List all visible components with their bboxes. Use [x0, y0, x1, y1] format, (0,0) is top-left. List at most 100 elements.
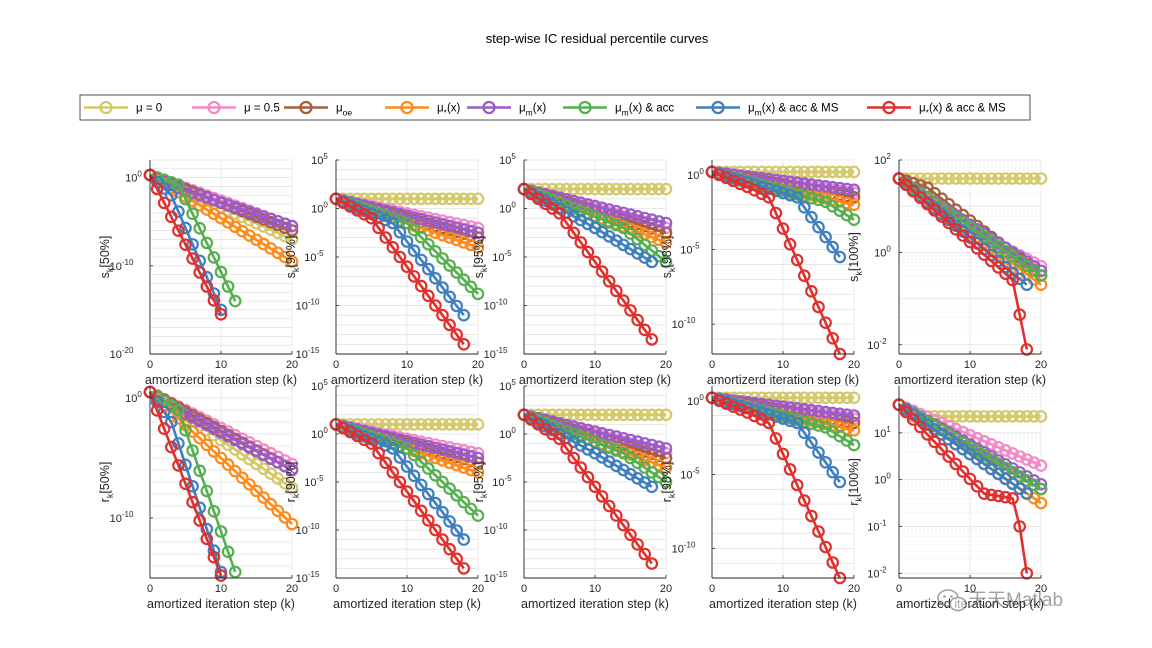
data-point: [567, 210, 580, 223]
data-point: [921, 197, 934, 211]
data-point: [797, 494, 811, 507]
data-point: [631, 408, 644, 422]
subplot-s-1: 0 10 20 105 100 10-5 10-10 10-15 sk[90%] amortize…: [284, 152, 485, 387]
y-tick-label: 100: [311, 426, 328, 441]
series-mustaraccms: [143, 385, 228, 582]
data-point: [464, 418, 478, 431]
data-point: [977, 248, 991, 261]
data-point: [645, 438, 659, 452]
data-point: [567, 226, 580, 240]
subplot-s-4: 0 10 20 102 100 10-2 sk[100%] amortizerd iterat…: [847, 152, 1048, 387]
legend: μ = 0 μ = 0.5 μoe μ*(x) μm(x) μm(x) & acc μm(x…: [79, 94, 1031, 121]
data-point: [906, 184, 920, 198]
data-point: [165, 210, 178, 224]
data-point: [840, 165, 854, 179]
data-point: [421, 514, 435, 527]
data-point: [645, 213, 659, 226]
data-point: [200, 236, 214, 250]
series-line: [523, 413, 653, 565]
data-point: [631, 538, 644, 551]
data-point: [228, 464, 242, 478]
series-line: [711, 396, 841, 483]
data-point: [797, 201, 811, 214]
series-line: [523, 413, 653, 488]
data-point: [1013, 450, 1026, 463]
x-axis-label: amortizerd iteration step (k): [894, 373, 1046, 387]
y-tick-label: 102: [874, 152, 891, 167]
data-point: [429, 468, 442, 482]
legend-label: μm(x) & acc & MS: [748, 103, 839, 118]
data-point: [393, 418, 407, 431]
data-point: [992, 172, 1005, 185]
data-point: [826, 180, 839, 194]
data-point: [414, 446, 428, 460]
data-point: [624, 208, 637, 221]
data-point: [805, 178, 818, 191]
data-point: [457, 223, 471, 236]
data-point: [1034, 410, 1048, 423]
data-point: [172, 437, 185, 450]
data-point: [193, 189, 206, 202]
data-point: [999, 410, 1012, 423]
data-point: [847, 198, 861, 212]
x-tick-label: 0: [709, 359, 715, 371]
data-point: [386, 192, 400, 206]
data-point: [805, 403, 818, 417]
data-point: [624, 528, 637, 542]
series-line: [523, 187, 653, 264]
data-point: [567, 427, 580, 441]
data-point: [833, 165, 847, 179]
series-mustaraccms: [517, 182, 659, 346]
data-point: [457, 337, 471, 351]
data-point: [457, 192, 471, 206]
data-point: [847, 183, 861, 197]
data-point: [443, 259, 456, 272]
data-point: [179, 423, 192, 437]
data-point: [257, 448, 270, 462]
data-point: [221, 545, 235, 559]
data-point: [221, 198, 235, 212]
data-point: [1020, 278, 1034, 291]
data-point: [588, 480, 602, 494]
x-tick-label: 20: [472, 583, 484, 595]
data-point: [659, 216, 673, 230]
data-point: [769, 410, 783, 423]
data-point: [581, 408, 595, 422]
data-point: [602, 408, 616, 422]
y-tick-label: 100: [499, 426, 516, 441]
data-point: [172, 178, 185, 191]
data-point: [450, 524, 463, 537]
data-point: [221, 429, 235, 443]
data-point: [214, 569, 228, 582]
data-point: [464, 238, 478, 252]
data-point: [358, 433, 371, 447]
data-point: [1020, 453, 1034, 466]
data-point: [393, 226, 407, 239]
y-tick-label: 10-5: [680, 242, 700, 257]
data-point: [652, 215, 666, 228]
y-tick-label: 100: [687, 393, 704, 408]
data-point: [278, 511, 292, 524]
data-point: [595, 201, 609, 215]
y-axis-label: sk[95%]: [472, 236, 489, 279]
data-point: [193, 414, 206, 428]
x-axis-label: amortizerd iteration step (k): [519, 373, 671, 387]
data-point: [443, 418, 456, 431]
data-point: [734, 177, 747, 191]
data-point: [652, 182, 666, 196]
data-point: [264, 497, 277, 511]
data-point: [250, 484, 263, 498]
data-point: [984, 254, 998, 268]
data-point: [450, 446, 463, 460]
chart-title: step-wise IC residual percentile curves: [486, 31, 709, 46]
data-point: [421, 439, 435, 453]
data-point: [645, 182, 659, 196]
data-point: [407, 448, 421, 462]
data-point: [450, 552, 463, 566]
data-point: [899, 178, 913, 192]
data-point: [464, 502, 478, 516]
legend-entry-mum: μm(x): [467, 100, 546, 118]
data-point: [207, 193, 221, 207]
data-point: [400, 442, 414, 455]
